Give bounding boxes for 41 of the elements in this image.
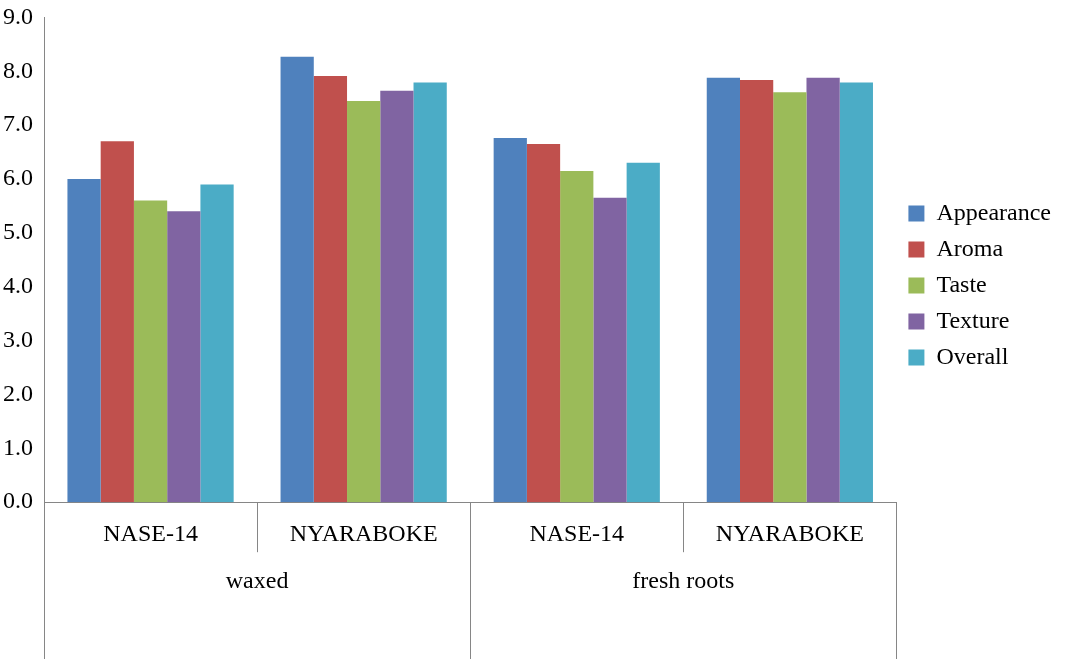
bar (773, 92, 807, 503)
y-tick-label: 7.0 (3, 110, 33, 137)
y-tick-label: 6.0 (3, 164, 33, 191)
y-tick-label: 8.0 (3, 56, 33, 83)
bar (740, 79, 774, 503)
x-tick-label: NASE-14 (103, 519, 198, 546)
bar (526, 143, 561, 503)
legend-label: Appearance (936, 198, 1052, 225)
bar (626, 162, 660, 503)
bar (413, 82, 447, 503)
x-tick-label: NASE-14 (529, 519, 625, 546)
bar (100, 141, 134, 503)
legend-label: Texture (936, 306, 1010, 333)
y-tick-label: 5.0 (3, 218, 33, 245)
bar (67, 179, 101, 503)
y-tick-label: 3.0 (3, 325, 33, 352)
x-tick-label: NYARABOKE (715, 519, 864, 546)
bar (167, 211, 201, 503)
bar (839, 82, 873, 503)
legend-label: Aroma (936, 234, 1004, 261)
text: waxed (225, 567, 289, 594)
bar (493, 138, 527, 503)
legend-label: Taste (936, 270, 987, 297)
bar (347, 100, 381, 503)
bar (200, 184, 234, 503)
bar (313, 76, 348, 503)
y-tick-label: 9.0 (3, 2, 33, 29)
x-tick-label: NYARABOKE (289, 519, 438, 546)
bar (706, 77, 740, 503)
bar (593, 197, 627, 503)
y-tick-label: 0.0 (3, 487, 33, 514)
y-tick-label: 2.0 (3, 379, 33, 406)
bar (133, 200, 168, 503)
text: fresh roots (632, 567, 735, 594)
bar (806, 77, 840, 503)
bar (560, 170, 594, 503)
bar (380, 90, 414, 503)
bar (280, 56, 314, 503)
y-tick-label: 4.0 (3, 272, 33, 299)
y-tick-label: 1.0 (3, 433, 33, 460)
legend-label: Overall (936, 342, 1009, 369)
